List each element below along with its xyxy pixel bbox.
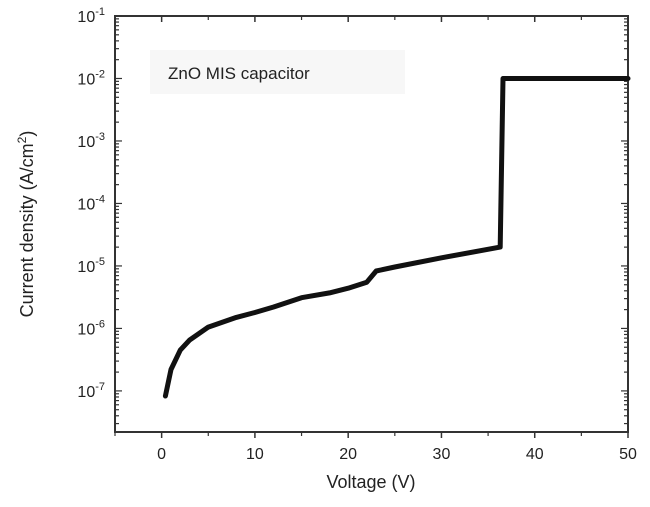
x-tick-label: 10: [246, 446, 264, 463]
x-axis-title: Voltage (V): [326, 472, 415, 492]
y-tick-label: 10-2: [77, 68, 105, 88]
plot-area: ZnO MIS capacitor 0 10 20 30 40 50 10-1 10-2 10-…: [77, 6, 637, 463]
y-tick-label: 10-1: [77, 6, 105, 26]
x-tick-label: 20: [339, 446, 357, 463]
x-tick-label: 0: [157, 446, 166, 463]
axes: 0 10 20 30 40 50 10-1 10-2 10-3 10-4 10-5 10-6 10-7: [77, 6, 637, 463]
plot-frame: [114, 15, 629, 433]
x-tick-label: 50: [619, 446, 637, 463]
annotation-box: [150, 50, 405, 94]
x-tick-label: 30: [433, 446, 451, 463]
data-line: [162, 76, 631, 399]
y-tick-label: 10-6: [77, 318, 105, 338]
y-axis-title: Current density (A/cm2): [15, 131, 37, 318]
x-tick-label: 40: [526, 446, 544, 463]
y-tick-label: 10-3: [77, 131, 105, 151]
y-tick-label: 10-4: [77, 193, 105, 213]
annotation-label: ZnO MIS capacitor: [168, 64, 310, 83]
y-tick-label: 10-7: [77, 381, 105, 401]
y-tick-label: 10-5: [77, 256, 105, 276]
